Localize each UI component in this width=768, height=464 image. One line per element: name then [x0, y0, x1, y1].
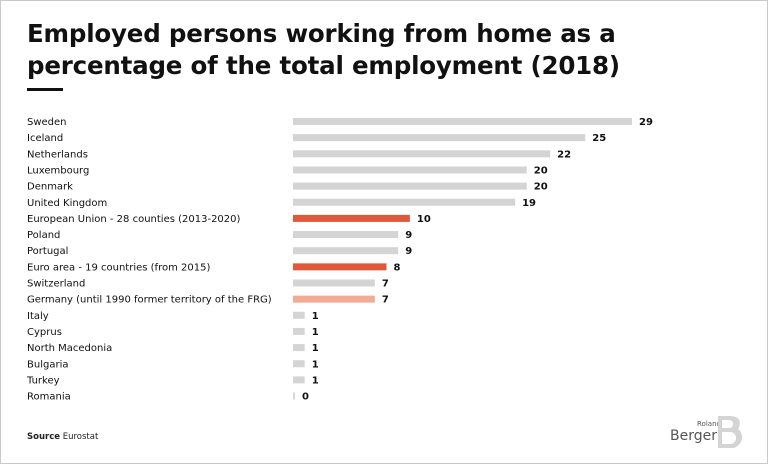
value-label: 8 [394, 262, 401, 273]
value-label: 22 [557, 149, 571, 160]
bar [293, 344, 305, 352]
category-label: Cyprus [27, 327, 62, 338]
value-label: 1 [312, 343, 319, 354]
bar [293, 263, 387, 271]
value-label: 0 [302, 392, 309, 403]
category-label: Germany (until 1990 former territory of … [27, 295, 272, 306]
category-label: Bulgaria [27, 359, 68, 370]
category-label: Turkey [26, 375, 60, 386]
bar [293, 118, 632, 125]
category-label: Sweden [27, 117, 67, 128]
value-label: 1 [312, 327, 319, 338]
bar [293, 182, 527, 190]
chart-title: Employed persons working from home as a … [27, 19, 620, 80]
bar [293, 376, 305, 384]
value-label: 20 [534, 182, 548, 193]
value-label: 9 [405, 246, 412, 257]
bar [293, 311, 305, 319]
logo-line1: Roland [697, 420, 721, 428]
value-label: 1 [312, 359, 319, 370]
bar [293, 150, 551, 158]
bars [293, 118, 632, 400]
bar [293, 392, 295, 400]
logo-b-mark [718, 416, 743, 448]
category-label: Luxembourg [27, 165, 89, 176]
category-label: Denmark [27, 182, 73, 193]
bar [293, 295, 375, 303]
bar [293, 134, 586, 142]
source-label: Source [27, 432, 61, 442]
category-label: European Union - 28 counties (2013-2020) [27, 214, 241, 225]
value-label: 1 [312, 311, 319, 322]
value-label: 7 [382, 279, 389, 290]
bar [293, 214, 410, 222]
category-label: Poland [27, 230, 60, 241]
category-label: Italy [27, 311, 49, 322]
logo-line2: Berger [670, 428, 717, 444]
value-label: 7 [382, 295, 389, 306]
value-label: 19 [522, 198, 536, 209]
bar [293, 327, 305, 335]
category-label: Switzerland [27, 279, 85, 290]
source-note: Source Eurostat [27, 432, 98, 442]
title-underline [27, 88, 63, 91]
bar [293, 166, 527, 174]
bar [293, 360, 305, 368]
value-label: 29 [639, 117, 653, 128]
category-label: Euro area - 19 countries (from 2015) [27, 262, 210, 273]
category-label: Portugal [27, 246, 68, 257]
bar [293, 231, 399, 239]
bar [293, 279, 375, 287]
category-label: Netherlands [27, 149, 88, 160]
category-label: Romania [27, 392, 71, 403]
value-label: 1 [312, 375, 319, 386]
category-label: Iceland [27, 133, 63, 144]
bar [293, 247, 399, 255]
bar [293, 198, 516, 206]
category-labels: Sweden Iceland Netherlands Luxembourg Denmar… [26, 117, 272, 403]
value-label: 20 [534, 165, 548, 176]
roland-berger-logo: Roland Berger [668, 414, 748, 452]
value-label: 10 [417, 214, 431, 225]
value-label: 25 [592, 133, 606, 144]
category-label: North Macedonia [27, 343, 112, 354]
value-label: 9 [405, 230, 412, 241]
category-label: United Kingdom [27, 198, 107, 209]
source-text: Eurostat [62, 432, 99, 442]
